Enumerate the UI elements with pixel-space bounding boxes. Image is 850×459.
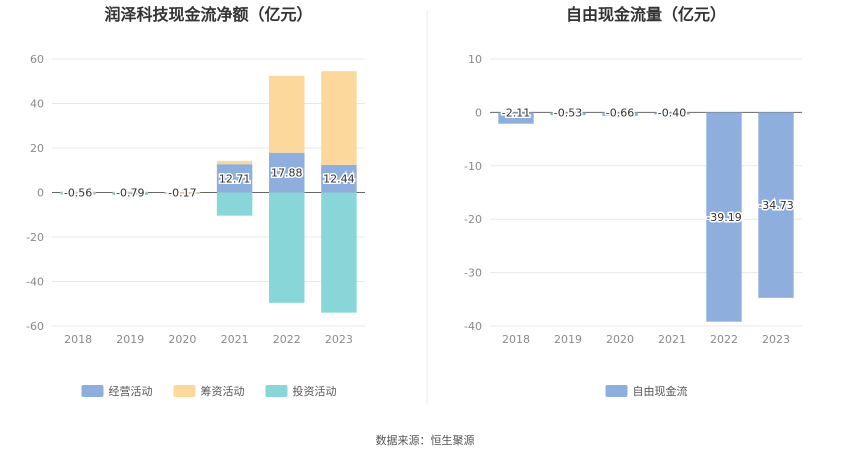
y-tick-label: -30 <box>464 267 482 280</box>
x-tick-label: 2018 <box>64 333 92 346</box>
y-tick-label: -20 <box>26 231 44 244</box>
y-tick-label: -20 <box>464 213 482 226</box>
x-tick-label: 2019 <box>116 333 144 346</box>
y-tick-label: 0 <box>475 106 482 119</box>
legend-label[interactable]: 筹资活动 <box>201 384 245 398</box>
x-tick-label: 2023 <box>325 333 353 346</box>
legend-swatch[interactable] <box>173 385 196 397</box>
y-tick-label: 10 <box>468 53 482 66</box>
y-tick-label: -40 <box>26 276 44 289</box>
bar-自由现金流 <box>498 112 534 124</box>
bar-投资活动 <box>164 192 201 194</box>
data-label: -0.66 <box>606 106 634 119</box>
free-cash-flow-chart: 自由现金流量（亿元） 10 0 -10 -20 -30 -40 2018 2019 2020 202… <box>464 5 802 398</box>
data-label: 12.71 <box>219 172 251 185</box>
legend-label[interactable]: 投资活动 <box>293 384 337 398</box>
bar-经营活动 <box>216 164 253 193</box>
x-tick-label: 2018 <box>502 333 530 346</box>
bar-自由现金流 <box>550 112 586 116</box>
bar-投资活动 <box>216 192 253 216</box>
bar-自由现金流 <box>706 112 742 322</box>
bar-自由现金流 <box>602 112 638 116</box>
y-tick-label: -10 <box>464 160 482 173</box>
bar-自由现金流 <box>654 112 690 115</box>
bar-筹资活动 <box>269 75 305 153</box>
y-tick-label: 40 <box>30 98 44 111</box>
bar-投资活动 <box>60 193 96 195</box>
cash-flow-net-chart: 润泽科技现金流净额（亿元） 60 40 20 0 -20 -40 -60 2018 2019 202… <box>26 5 365 398</box>
x-tick-label: 2019 <box>554 333 582 346</box>
x-tick-label: 2021 <box>658 333 686 346</box>
y-tick-label: -60 <box>26 320 44 333</box>
bar-筹资活动 <box>216 160 253 165</box>
legend-swatch[interactable] <box>265 385 288 397</box>
bar-投资活动 <box>321 192 357 313</box>
data-label: 17.88 <box>271 167 303 180</box>
bar-筹资活动 <box>321 71 357 165</box>
y-tick-label: 60 <box>30 53 44 66</box>
data-label: -0.79 <box>116 187 144 200</box>
y-tick-label: 20 <box>30 142 44 155</box>
legend-swatch[interactable] <box>81 385 104 397</box>
legend-label[interactable]: 经营活动 <box>109 384 153 398</box>
y-tick-label: -40 <box>464 320 482 333</box>
data-label: -34.73 <box>758 199 793 212</box>
data-label: -2.11 <box>502 106 530 119</box>
bar-经营活动 <box>269 152 305 193</box>
x-tick-label: 2022 <box>273 333 301 346</box>
data-label: -0.53 <box>554 106 582 119</box>
data-label: 12.44 <box>323 173 355 186</box>
bar-筹资活动 <box>112 191 148 193</box>
bar-经营活动 <box>112 192 148 195</box>
bar-自由现金流 <box>758 112 794 298</box>
chart-title: 自由现金流量（亿元） <box>566 5 726 24</box>
data-label: -0.17 <box>168 187 196 200</box>
bar-经营活动 <box>321 164 357 193</box>
data-label: -0.56 <box>64 187 92 200</box>
data-label: -0.40 <box>658 106 686 119</box>
data-source-note: 数据来源：恒生聚源 <box>376 433 475 447</box>
x-tick-label: 2020 <box>168 333 196 346</box>
chart-title: 润泽科技现金流净额（亿元） <box>104 5 312 24</box>
x-tick-label: 2020 <box>606 333 634 346</box>
x-tick-label: 2021 <box>221 333 249 346</box>
y-tick-label: 0 <box>37 187 44 200</box>
bar-经营活动 <box>60 192 96 194</box>
data-label: -39.19 <box>706 211 741 224</box>
bar-投资活动 <box>112 194 148 196</box>
x-tick-label: 2022 <box>710 333 738 346</box>
bar-筹资活动 <box>60 191 96 193</box>
legend-swatch[interactable] <box>605 385 628 397</box>
bar-筹资活动 <box>164 192 201 193</box>
bar-投资活动 <box>269 192 305 303</box>
x-tick-label: 2023 <box>762 333 790 346</box>
legend-label[interactable]: 自由现金流 <box>633 384 688 398</box>
